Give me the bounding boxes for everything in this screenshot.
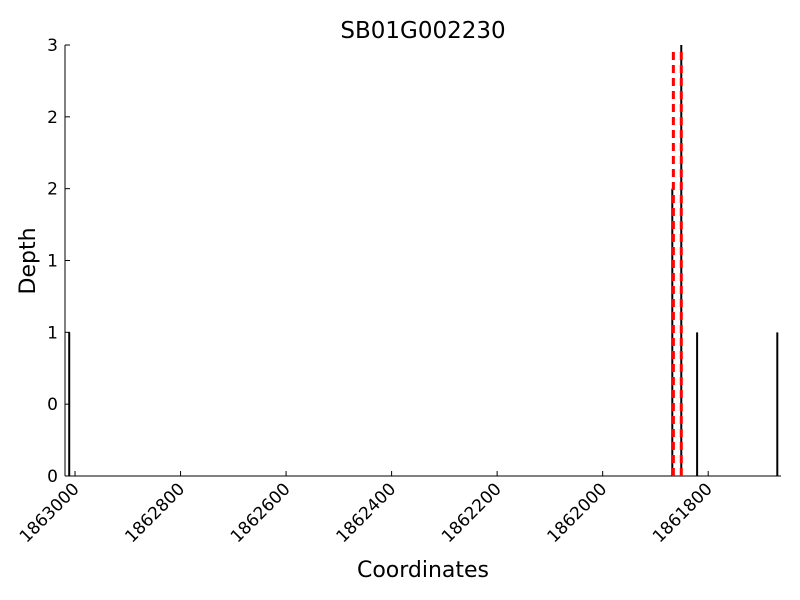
x-tick-label: 1862200 bbox=[438, 479, 506, 547]
x-tick-label: 1862600 bbox=[227, 479, 295, 547]
y-tick-label: 0 bbox=[47, 467, 58, 487]
chart-title: SB01G002230 bbox=[340, 18, 505, 44]
y-axis-label: Depth bbox=[16, 227, 41, 294]
y-tick-label: 3 bbox=[47, 36, 58, 56]
x-tick-label: 1862000 bbox=[544, 479, 612, 547]
x-tick-label: 1862800 bbox=[121, 479, 189, 547]
y-tick-label: 1 bbox=[47, 323, 58, 343]
x-tick-label: 1861800 bbox=[649, 479, 717, 547]
x-axis-label: Coordinates bbox=[357, 558, 489, 583]
y-tick-label: 2 bbox=[47, 108, 58, 128]
x-tick-label: 1863000 bbox=[16, 479, 84, 547]
x-tick-label: 1862400 bbox=[332, 479, 400, 547]
y-tick-label: 0 bbox=[47, 395, 58, 415]
y-tick-label: 2 bbox=[47, 180, 58, 200]
y-tick-label: 1 bbox=[47, 252, 58, 272]
